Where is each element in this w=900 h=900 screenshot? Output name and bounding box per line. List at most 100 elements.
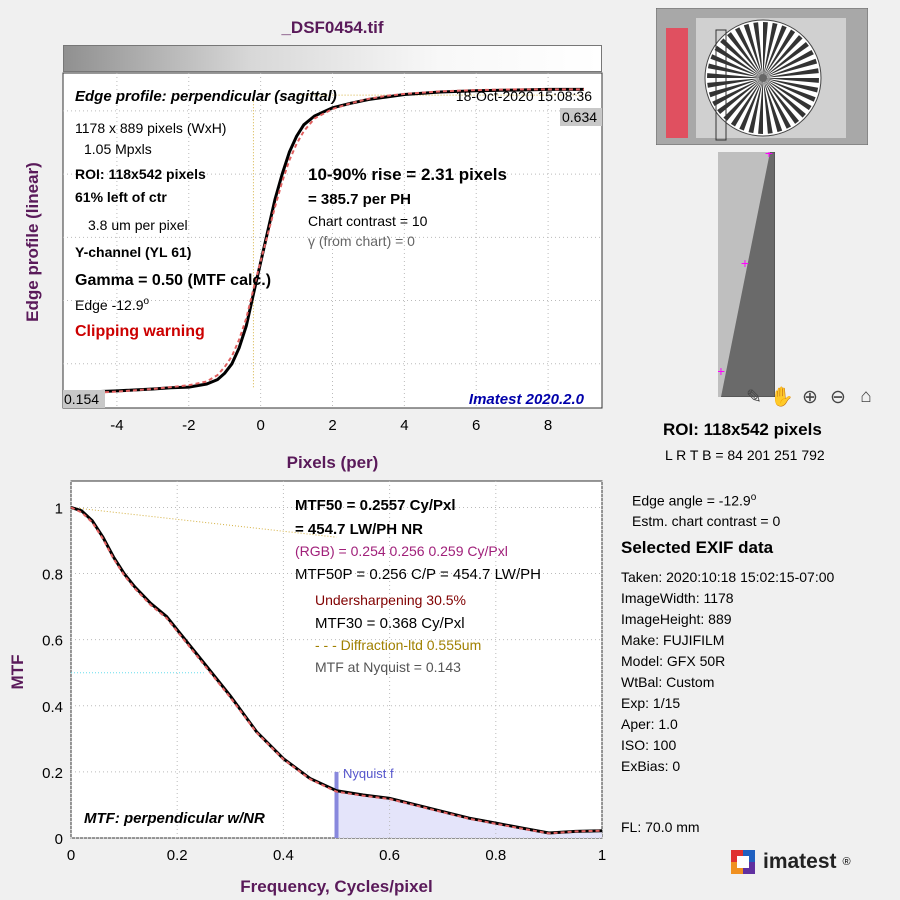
star-wedge bbox=[707, 78, 763, 88]
exif-height: ImageHeight: 889 bbox=[621, 611, 732, 627]
star-wedge bbox=[763, 50, 814, 78]
mtf-xtick-label: 0 bbox=[67, 847, 75, 864]
chart-contrast: Chart contrast = 10 bbox=[308, 213, 428, 229]
star-wedge bbox=[723, 78, 763, 121]
exif-make: Make: FUJIFILM bbox=[621, 632, 725, 648]
undersharpening: Undersharpening 30.5% bbox=[315, 592, 466, 608]
gamma-from-chart: γ (from chart) = 0 bbox=[308, 233, 415, 249]
star-wedge bbox=[763, 29, 796, 78]
star-wedge bbox=[717, 78, 763, 114]
info-position: 61% left of ctr bbox=[75, 189, 167, 205]
star-wedge bbox=[763, 78, 799, 124]
exif-exp: Exp: 1/15 bbox=[621, 695, 681, 711]
star-wedge bbox=[748, 78, 763, 134]
star-wedge bbox=[763, 22, 778, 78]
info-roi: ROI: 118x542 pixels bbox=[75, 166, 206, 182]
star-wedge bbox=[763, 25, 787, 78]
zoom-in-icon[interactable]: ⊕ bbox=[802, 386, 818, 408]
info-pixel-size: 3.8 um per pixel bbox=[88, 217, 188, 233]
star-wedge bbox=[763, 78, 791, 129]
star-wedge bbox=[708, 78, 763, 98]
figure-toolbar: ✎ ✋ ⊕ ⊖ ⌂ bbox=[741, 384, 879, 410]
star-wedge bbox=[727, 32, 763, 78]
mtf-ytick-label: 0.8 bbox=[42, 567, 63, 584]
exif-width: ImageWidth: 1178 bbox=[621, 590, 734, 606]
exif-model: Model: GFX 50R bbox=[621, 653, 726, 669]
mtf-xtick-label: 0.8 bbox=[485, 847, 506, 864]
star-wedge bbox=[758, 78, 763, 134]
roi-marker-top: + bbox=[765, 152, 773, 161]
bottom-value: 0.154 bbox=[64, 391, 99, 407]
exif-taken: Taken: 2020:10:18 15:02:15-07:00 bbox=[621, 569, 835, 585]
clipping-warning: Clipping warning bbox=[75, 323, 205, 340]
exif-wtbal: WtBal: Custom bbox=[621, 674, 715, 690]
star-wedge bbox=[710, 54, 763, 78]
edge-ticks: -4 -2 0 2 4 6 8 bbox=[110, 417, 552, 434]
estimated-contrast: Estm. chart contrast = 0 bbox=[632, 513, 781, 529]
info-edge: Edge -12.9o bbox=[75, 296, 150, 313]
home-icon[interactable]: ⌂ bbox=[860, 386, 872, 407]
mtf-xtick-label: 0.2 bbox=[167, 847, 188, 864]
top-value: 0.634 bbox=[562, 109, 597, 125]
exif-aper: Aper: 1.0 bbox=[621, 716, 678, 732]
mtf50-lwph: = 454.7 LW/PH NR bbox=[295, 521, 423, 538]
mtf-ytick-label: 0.4 bbox=[42, 699, 63, 716]
info-channel: Y-channel (YL 61) bbox=[75, 244, 191, 260]
star-wedge bbox=[763, 78, 819, 83]
star-wedge bbox=[763, 78, 812, 111]
star-wedge bbox=[753, 22, 763, 78]
exif-fl: FL: 70.0 mm bbox=[621, 819, 700, 835]
siemens-star-icon bbox=[707, 22, 819, 134]
star-wedge bbox=[763, 58, 818, 78]
mtf50p: MTF50P = 0.256 C/P = 454.7 LW/PH bbox=[295, 566, 541, 583]
mtf-ticks: 0 0.2 0.4 0.6 0.8 1 0 0.2 0.4 0.6 0.8 1 bbox=[42, 500, 606, 864]
edge-series bbox=[62, 87, 584, 396]
mtf-nyquist: MTF at Nyquist = 0.143 bbox=[315, 659, 461, 675]
roi-marker-bottom: + bbox=[718, 363, 725, 379]
imatest-logo-reg: ® bbox=[842, 856, 851, 868]
star-wedge bbox=[707, 73, 763, 78]
star-wedge bbox=[714, 45, 763, 78]
mtf-series bbox=[70, 505, 603, 835]
edge-ylabel: Edge profile (linear) bbox=[23, 162, 42, 322]
edge-heading: Edge profile: perpendicular (sagittal) bbox=[75, 88, 337, 105]
exif-exbias: ExBias: 0 bbox=[621, 758, 681, 774]
edge-xtick-label: 0 bbox=[256, 417, 264, 434]
diffraction-line bbox=[70, 506, 337, 538]
brush-icon[interactable]: ✎ bbox=[746, 386, 762, 408]
mtf50: MTF50 = 0.2557 Cy/Pxl bbox=[295, 497, 456, 514]
mtf-ytick-label: 0.2 bbox=[42, 765, 63, 782]
mtf-grid bbox=[70, 481, 603, 839]
edge-timestamp: 18-Oct-2020 15:08:36 bbox=[456, 88, 592, 104]
star-wedge bbox=[763, 78, 806, 118]
star-wedge bbox=[763, 78, 783, 133]
info-mpxls: 1.05 Mpxls bbox=[84, 141, 152, 157]
edge-profile-chart: -4 -2 0 2 4 6 8 Edge profile: perpendicular (s… bbox=[62, 72, 603, 434]
pan-icon[interactable]: ✋ bbox=[770, 387, 794, 408]
imatest-logo: imatest ® bbox=[729, 848, 851, 876]
star-wedge bbox=[763, 78, 816, 102]
star-wedge bbox=[712, 78, 763, 106]
top-value-box bbox=[560, 108, 602, 126]
exif-iso: ISO: 100 bbox=[621, 737, 677, 753]
mtf-ytick-label: 0 bbox=[55, 831, 63, 848]
star-wedge bbox=[739, 78, 763, 131]
edge-grid bbox=[63, 73, 602, 408]
star-wedge bbox=[707, 63, 763, 78]
star-wedge bbox=[763, 78, 819, 93]
roi-coords: L R T B = 84 201 251 792 bbox=[665, 447, 825, 463]
star-wedge bbox=[763, 78, 773, 134]
star-wedge bbox=[763, 68, 819, 78]
star-wedge bbox=[763, 35, 803, 78]
mtf-xtick-label: 0.6 bbox=[379, 847, 400, 864]
star-wedge bbox=[720, 38, 763, 78]
window-title: _DSF0454.tif bbox=[281, 18, 384, 37]
exif-list: Taken: 2020:10:18 15:02:15-07:00 ImageWi… bbox=[621, 567, 834, 777]
roi-title: ROI: 118x542 pixels bbox=[663, 420, 822, 439]
info-resolution: 1178 x 889 pixels (WxH) bbox=[75, 120, 226, 136]
mtf-caption: MTF: perpendicular w/NR bbox=[84, 810, 265, 827]
edge-xlabel: Pixels (per) bbox=[286, 453, 379, 472]
star-wedge bbox=[763, 22, 768, 78]
edge-xtick-label: -2 bbox=[182, 417, 195, 434]
zoom-out-icon[interactable]: ⊖ bbox=[830, 386, 846, 408]
